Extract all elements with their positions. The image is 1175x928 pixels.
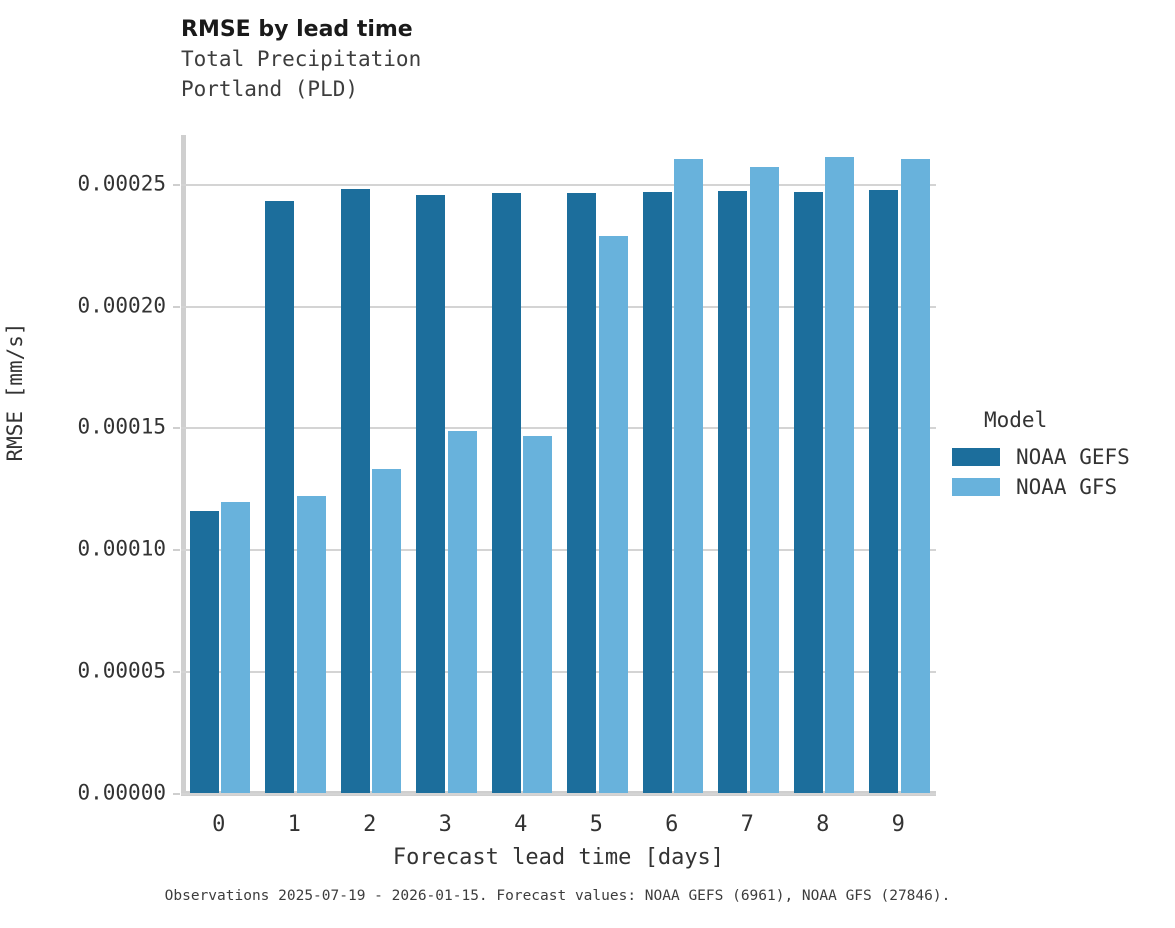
- bar-noaa-gefs-lead-8[interactable]: [793, 191, 823, 793]
- bar-noaa-gfs-lead-6[interactable]: [674, 158, 704, 793]
- x-axis-title: Forecast lead time [days]: [392, 845, 725, 870]
- x-axis-tick-label-5: 5: [589, 812, 603, 837]
- legend-label: NOAA GFS: [1016, 475, 1118, 499]
- gridline: [181, 671, 936, 674]
- legend-entry-noaa-gfs[interactable]: NOAA GFS: [952, 472, 1167, 502]
- x-axis-tick-label-0: 0: [212, 812, 226, 837]
- bar-noaa-gfs-lead-3[interactable]: [447, 430, 477, 793]
- gridline: [181, 305, 936, 308]
- bar-noaa-gfs-lead-7[interactable]: [749, 167, 779, 793]
- y-axis-tick-mark: [173, 183, 180, 186]
- bar-noaa-gefs-lead-7[interactable]: [718, 190, 748, 793]
- chart-subtitle-variable: Total Precipitation: [181, 47, 422, 71]
- plot-area: [173, 135, 937, 795]
- bar-group-lead-4: [483, 135, 559, 793]
- bar-noaa-gfs-lead-0[interactable]: [221, 501, 251, 793]
- y-axis-tick-mark: [173, 427, 180, 430]
- legend-label: NOAA GEFS: [1016, 445, 1130, 469]
- bar-noaa-gefs-lead-1[interactable]: [265, 200, 295, 793]
- x-axis-tick-label-7: 7: [740, 812, 754, 837]
- x-axis-tick-label-6: 6: [665, 812, 679, 837]
- gridline: [181, 183, 936, 186]
- bar-group-lead-5: [559, 135, 635, 793]
- x-axis-tick-label-8: 8: [816, 812, 830, 837]
- gridline: [181, 793, 936, 795]
- legend-swatch-icon: [952, 478, 1000, 496]
- page-title: RMSE by lead time: [181, 17, 413, 42]
- bar-noaa-gefs-lead-3[interactable]: [416, 194, 446, 793]
- bar-noaa-gefs-lead-9[interactable]: [869, 189, 899, 793]
- y-axis-tick-mark: [173, 305, 180, 308]
- y-axis-tick-label: 0.00025: [77, 171, 166, 196]
- legend: Model NOAA GEFS NOAA GFS: [952, 408, 1167, 502]
- bar-group-lead-9: [861, 135, 937, 793]
- bar-noaa-gfs-lead-1[interactable]: [296, 496, 326, 793]
- y-axis-tick-label: 0.00010: [77, 536, 166, 561]
- legend-title: Model: [984, 408, 1048, 432]
- x-axis-tick-label-2: 2: [363, 812, 377, 837]
- bar-group-lead-0: [181, 135, 257, 793]
- y-axis-tick-label: 0.00015: [77, 414, 166, 439]
- x-axis-tick-label-4: 4: [514, 812, 528, 837]
- bar-noaa-gfs-lead-5[interactable]: [598, 236, 628, 793]
- title-block: RMSE by lead time Total Precipitation Po…: [181, 16, 881, 104]
- bar-noaa-gefs-lead-0[interactable]: [189, 510, 219, 793]
- bar-group-lead-7: [710, 135, 786, 793]
- chart-caption: Observations 2025-07-19 - 2026-01-15. Fo…: [164, 888, 951, 904]
- y-axis-title: RMSE [mm/s]: [3, 322, 27, 462]
- legend-entry-noaa-gefs[interactable]: NOAA GEFS: [952, 442, 1167, 472]
- bar-noaa-gefs-lead-2[interactable]: [340, 189, 370, 793]
- bar-noaa-gfs-lead-4[interactable]: [523, 435, 553, 793]
- bar-group-lead-1: [257, 135, 333, 793]
- y-axis-spine: [181, 135, 186, 796]
- bar-noaa-gfs-lead-2[interactable]: [372, 469, 402, 793]
- bar-noaa-gefs-lead-6[interactable]: [642, 191, 672, 793]
- legend-entries: NOAA GEFS NOAA GFS: [952, 442, 1167, 502]
- y-axis-tick-label: 0.00005: [77, 658, 166, 683]
- y-axis-tick-labels: 0.00000 0.00005 0.00010 0.00015 0.00020 0.000…: [0, 135, 166, 803]
- y-axis-tick-mark: [173, 549, 180, 552]
- bar-group-lead-2: [332, 135, 408, 793]
- gridline: [181, 549, 936, 552]
- bar-noaa-gfs-lead-9[interactable]: [900, 158, 930, 793]
- x-axis-tick-label-3: 3: [438, 812, 452, 837]
- legend-swatch-icon: [952, 448, 1000, 466]
- x-axis-tick-label-9: 9: [891, 812, 905, 837]
- gridline: [181, 427, 936, 430]
- x-axis-tick-label-1: 1: [287, 812, 301, 837]
- y-axis-tick-label: 0.00000: [77, 780, 166, 805]
- bar-group-lead-6: [634, 135, 710, 793]
- bar-group-lead-8: [785, 135, 861, 793]
- y-axis-tick-mark: [173, 793, 180, 795]
- bar-group-lead-3: [408, 135, 484, 793]
- y-axis-tick-label: 0.00020: [77, 293, 166, 318]
- bar-noaa-gefs-lead-5[interactable]: [567, 192, 597, 793]
- bar-noaa-gfs-lead-8[interactable]: [825, 157, 855, 793]
- y-axis-tick-mark: [173, 671, 180, 674]
- chart-subtitle-location: Portland (PLD): [181, 77, 359, 101]
- bar-noaa-gefs-lead-4[interactable]: [491, 192, 521, 793]
